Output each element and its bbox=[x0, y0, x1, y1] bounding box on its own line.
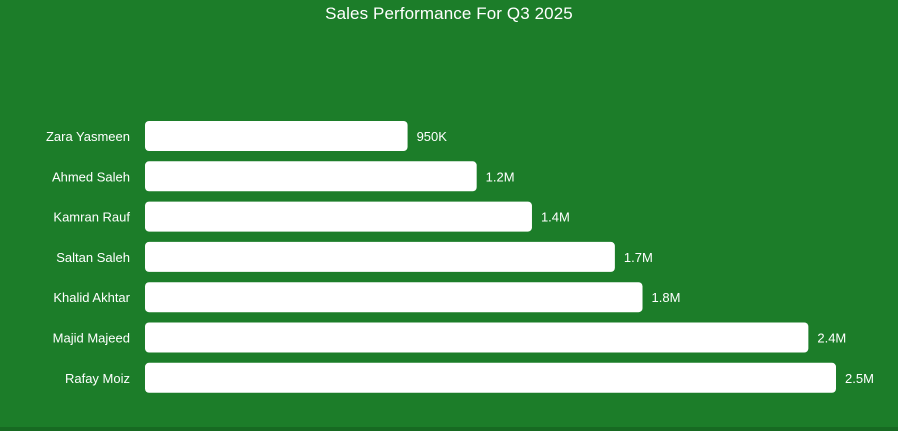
bar[interactable] bbox=[145, 282, 643, 313]
data-label: 1.8M bbox=[652, 290, 681, 305]
data-label: 2.4M bbox=[817, 331, 846, 346]
bar[interactable] bbox=[145, 161, 477, 192]
bar[interactable] bbox=[145, 362, 836, 393]
data-label: 950K bbox=[417, 129, 448, 144]
data-label: 2.5M bbox=[845, 371, 874, 386]
data-label: 1.2M bbox=[486, 169, 515, 184]
bar[interactable] bbox=[145, 241, 615, 272]
category-label: Majid Majeed bbox=[53, 331, 130, 346]
category-label: Saltan Saleh bbox=[56, 250, 130, 265]
data-label: 1.7M bbox=[624, 250, 653, 265]
bar[interactable] bbox=[145, 121, 408, 151]
category-label: Khalid Akhtar bbox=[53, 290, 130, 305]
bar[interactable] bbox=[145, 201, 532, 232]
category-label: Ahmed Saleh bbox=[52, 169, 130, 184]
category-label: Zara Yasmeen bbox=[46, 129, 130, 144]
bar[interactable] bbox=[145, 322, 809, 353]
category-label: Kamran Rauf bbox=[53, 210, 130, 225]
data-label: 1.4M bbox=[541, 210, 570, 225]
category-label: Rafay Moiz bbox=[65, 371, 130, 386]
chart-title: Sales Performance For Q3 2025 bbox=[325, 4, 573, 23]
bottom-divider bbox=[0, 427, 898, 431]
